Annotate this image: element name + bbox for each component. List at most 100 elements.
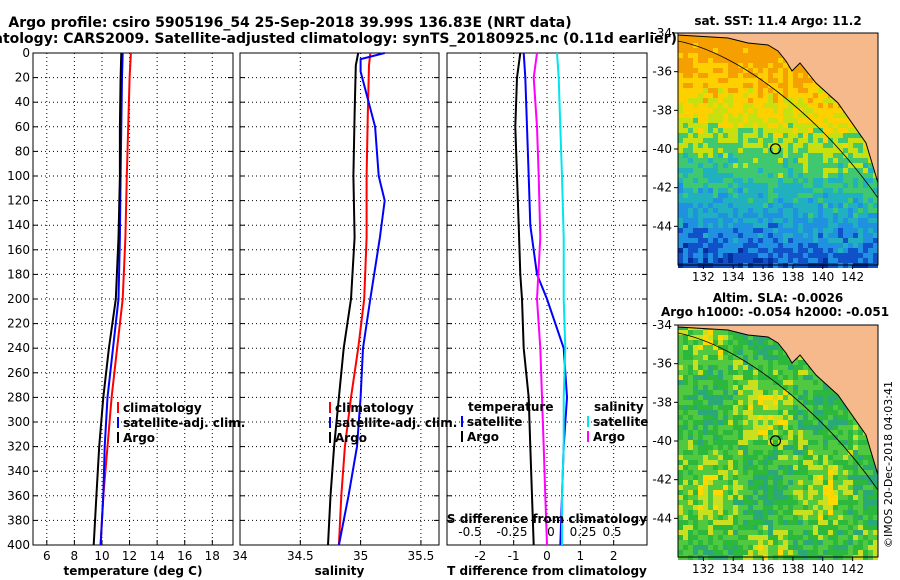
map-cell bbox=[803, 385, 808, 390]
map-cell bbox=[723, 335, 728, 340]
map-cell bbox=[708, 395, 713, 400]
map-cell bbox=[763, 485, 768, 490]
map-cell bbox=[823, 108, 828, 113]
map-cell bbox=[823, 500, 828, 505]
map-cell bbox=[848, 505, 853, 510]
map-cell bbox=[833, 168, 838, 173]
map-cell bbox=[853, 540, 858, 545]
map-cell bbox=[808, 103, 813, 108]
map-cell bbox=[758, 445, 763, 450]
map-cell bbox=[853, 490, 858, 495]
map-cell bbox=[788, 375, 793, 380]
map-cell bbox=[708, 73, 713, 78]
map-cell bbox=[678, 510, 683, 515]
map-cell bbox=[848, 485, 853, 490]
map-cell bbox=[858, 480, 863, 485]
map-cell bbox=[803, 485, 808, 490]
map-cell bbox=[773, 490, 778, 495]
map-cell bbox=[783, 143, 788, 148]
map-cell bbox=[783, 258, 788, 263]
map-cell bbox=[773, 435, 778, 440]
map-cell bbox=[698, 385, 703, 390]
map-cell bbox=[758, 113, 763, 118]
map-cell bbox=[688, 350, 693, 355]
map-cell bbox=[718, 128, 723, 133]
map-cell bbox=[723, 58, 728, 63]
map-cell bbox=[838, 550, 843, 555]
map-cell bbox=[848, 228, 853, 233]
map-cell bbox=[788, 490, 793, 495]
map-cell bbox=[723, 485, 728, 490]
map-cell bbox=[693, 340, 698, 345]
map-cell bbox=[688, 390, 693, 395]
map-cell bbox=[703, 198, 708, 203]
map-cell bbox=[833, 520, 838, 525]
map-cell bbox=[683, 415, 688, 420]
map-cell bbox=[848, 475, 853, 480]
map-cell bbox=[783, 360, 788, 365]
map-cell bbox=[708, 53, 713, 58]
map-cell bbox=[863, 460, 868, 465]
map-cell bbox=[758, 228, 763, 233]
map-cell bbox=[683, 330, 688, 335]
map-cell bbox=[708, 108, 713, 113]
map-cell bbox=[853, 550, 858, 555]
map-cell bbox=[778, 550, 783, 555]
map-cell bbox=[793, 495, 798, 500]
map-cell bbox=[808, 400, 813, 405]
map-cell bbox=[773, 405, 778, 410]
map-cell bbox=[678, 530, 683, 535]
map-cell bbox=[798, 505, 803, 510]
map-cell bbox=[813, 410, 818, 415]
map-cell bbox=[683, 38, 688, 43]
map-cell bbox=[688, 475, 693, 480]
map-cell bbox=[693, 515, 698, 520]
map-cell bbox=[768, 380, 773, 385]
map-cell bbox=[743, 78, 748, 83]
map-cell bbox=[818, 228, 823, 233]
map-cell bbox=[773, 58, 778, 63]
map-cell bbox=[723, 420, 728, 425]
map-cell bbox=[853, 203, 858, 208]
map-cell bbox=[853, 440, 858, 445]
map-cell bbox=[703, 340, 708, 345]
map-cell bbox=[723, 360, 728, 365]
map-cell bbox=[828, 545, 833, 550]
map-cell bbox=[858, 168, 863, 173]
map-cell bbox=[803, 410, 808, 415]
map-cell bbox=[798, 415, 803, 420]
map-cell bbox=[723, 183, 728, 188]
map-cell bbox=[693, 360, 698, 365]
map-cell bbox=[773, 540, 778, 545]
map-cell bbox=[818, 168, 823, 173]
map-cell bbox=[723, 425, 728, 430]
map-cell bbox=[778, 540, 783, 545]
map-cell bbox=[778, 93, 783, 98]
map-cell bbox=[743, 58, 748, 63]
map-cell bbox=[828, 213, 833, 218]
map-cell bbox=[698, 98, 703, 103]
map-cell bbox=[688, 445, 693, 450]
map-cell bbox=[678, 345, 683, 350]
map-cell bbox=[823, 550, 828, 555]
map-cell bbox=[723, 365, 728, 370]
map-cell bbox=[768, 435, 773, 440]
map-cell bbox=[828, 535, 833, 540]
map-cell bbox=[678, 450, 683, 455]
map-cell bbox=[738, 465, 743, 470]
map-cell bbox=[768, 233, 773, 238]
map-cell bbox=[678, 360, 683, 365]
map-cell bbox=[833, 425, 838, 430]
map-cell bbox=[853, 465, 858, 470]
map-cell bbox=[703, 475, 708, 480]
map-cell bbox=[868, 158, 873, 163]
map-cell bbox=[718, 103, 723, 108]
map-cell bbox=[683, 158, 688, 163]
map-cell bbox=[713, 535, 718, 540]
map-cell bbox=[738, 213, 743, 218]
map-cell bbox=[788, 445, 793, 450]
map-cell bbox=[733, 550, 738, 555]
map-cell bbox=[713, 93, 718, 98]
map-cell bbox=[733, 98, 738, 103]
